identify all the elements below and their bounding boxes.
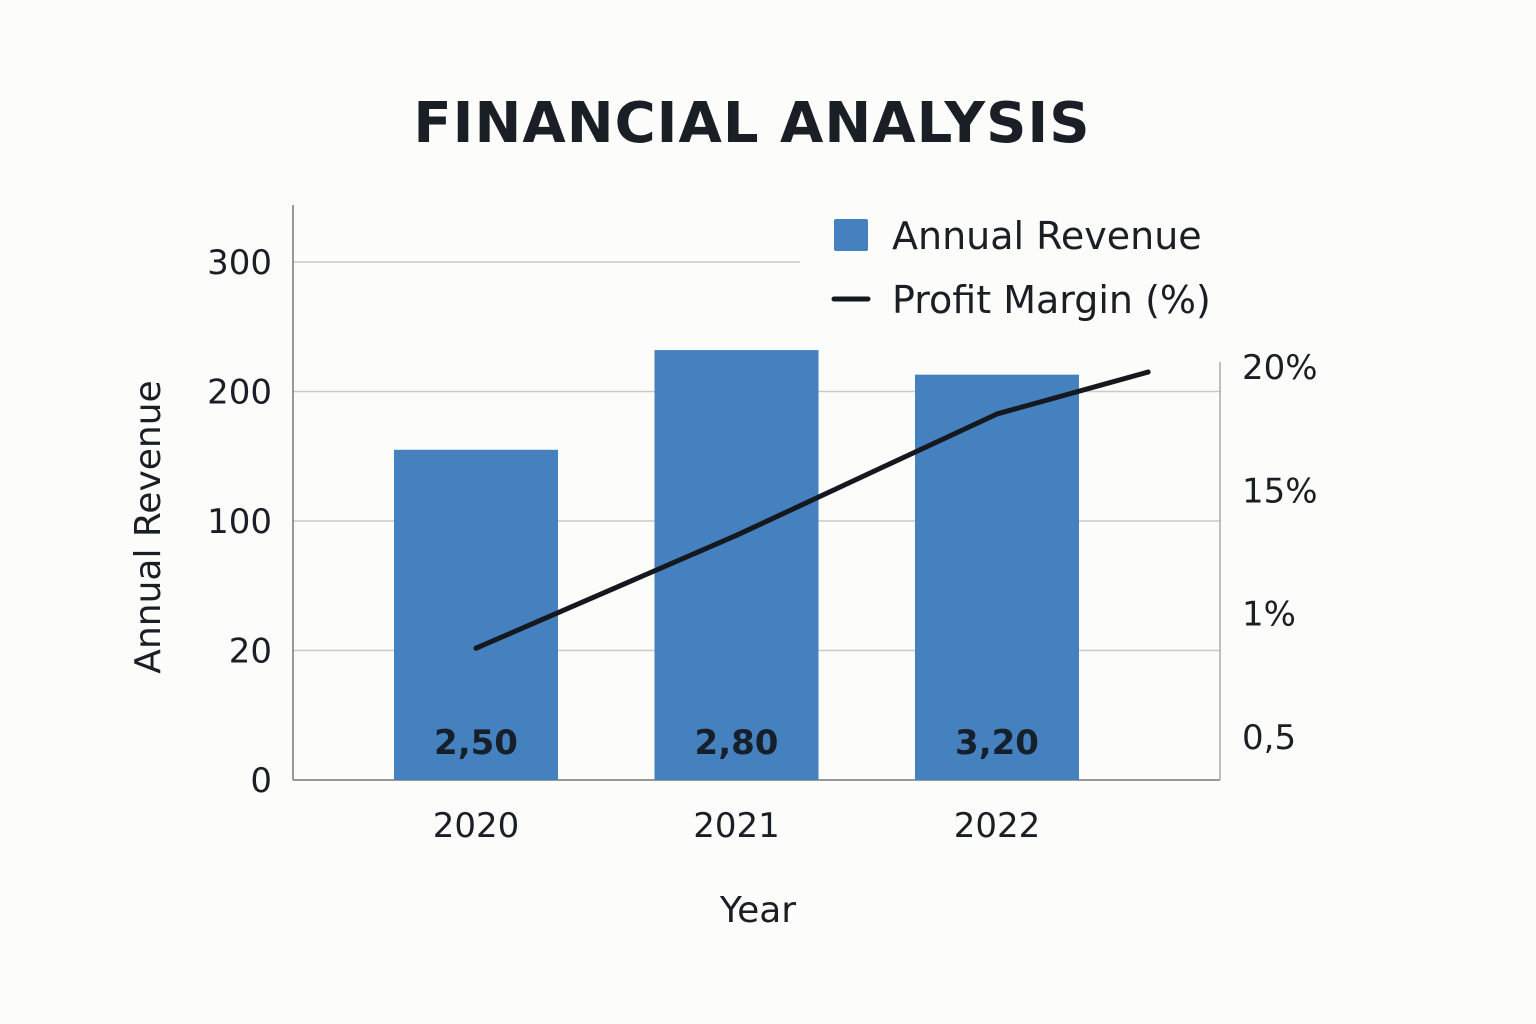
bar-2021 xyxy=(654,350,819,780)
legend: Annual Revenue Profit Margin (%) xyxy=(831,214,1211,322)
profit-margin-point xyxy=(1145,369,1151,375)
profit-margin-point xyxy=(994,411,1000,417)
y-tick-label: 300 xyxy=(207,243,272,283)
y2-tick-label: 15% xyxy=(1242,471,1318,511)
y-tick-label: 20 xyxy=(229,632,272,672)
bar-2022 xyxy=(915,374,1079,780)
profit-margin-point xyxy=(473,645,479,651)
bar-2020 xyxy=(394,449,558,780)
y-axis-label: Annual Revenue xyxy=(128,380,169,673)
x-axis-label: Year xyxy=(719,890,796,931)
chart-title: FINANCIAL ANALYSIS xyxy=(413,91,1090,156)
x-tick-label: 2021 xyxy=(693,806,780,846)
y2-tick-label: 1% xyxy=(1242,595,1296,635)
profit-margin-line xyxy=(473,369,1151,651)
y-tick-label: 0 xyxy=(250,761,272,801)
legend-swatch-revenue xyxy=(834,219,868,251)
legend-label-revenue: Annual Revenue xyxy=(892,214,1202,258)
bar-data-label: 2,80 xyxy=(695,723,779,763)
y2-tick-label: 0,5 xyxy=(1242,718,1296,758)
y2-tick-label: 20% xyxy=(1242,348,1318,388)
y-tick-label: 200 xyxy=(207,373,272,413)
y-tick-label: 100 xyxy=(207,502,272,542)
bar-data-label: 2,50 xyxy=(434,723,518,763)
bar-data-label: 3,20 xyxy=(955,723,1039,763)
x-tick-label: 2020 xyxy=(433,806,520,846)
x-tick-label: 2022 xyxy=(954,806,1041,846)
legend-label-margin: Profit Margin (%) xyxy=(892,278,1211,322)
profit-margin-point xyxy=(734,532,739,538)
